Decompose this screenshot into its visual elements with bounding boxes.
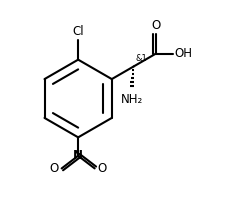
Text: NH₂: NH₂ xyxy=(121,93,143,106)
Text: O: O xyxy=(151,20,160,33)
Text: O: O xyxy=(49,162,59,175)
Text: OH: OH xyxy=(174,47,192,60)
Text: &1: &1 xyxy=(136,54,147,63)
Text: N: N xyxy=(73,149,83,162)
Text: O: O xyxy=(98,162,107,175)
Text: Cl: Cl xyxy=(72,25,84,38)
